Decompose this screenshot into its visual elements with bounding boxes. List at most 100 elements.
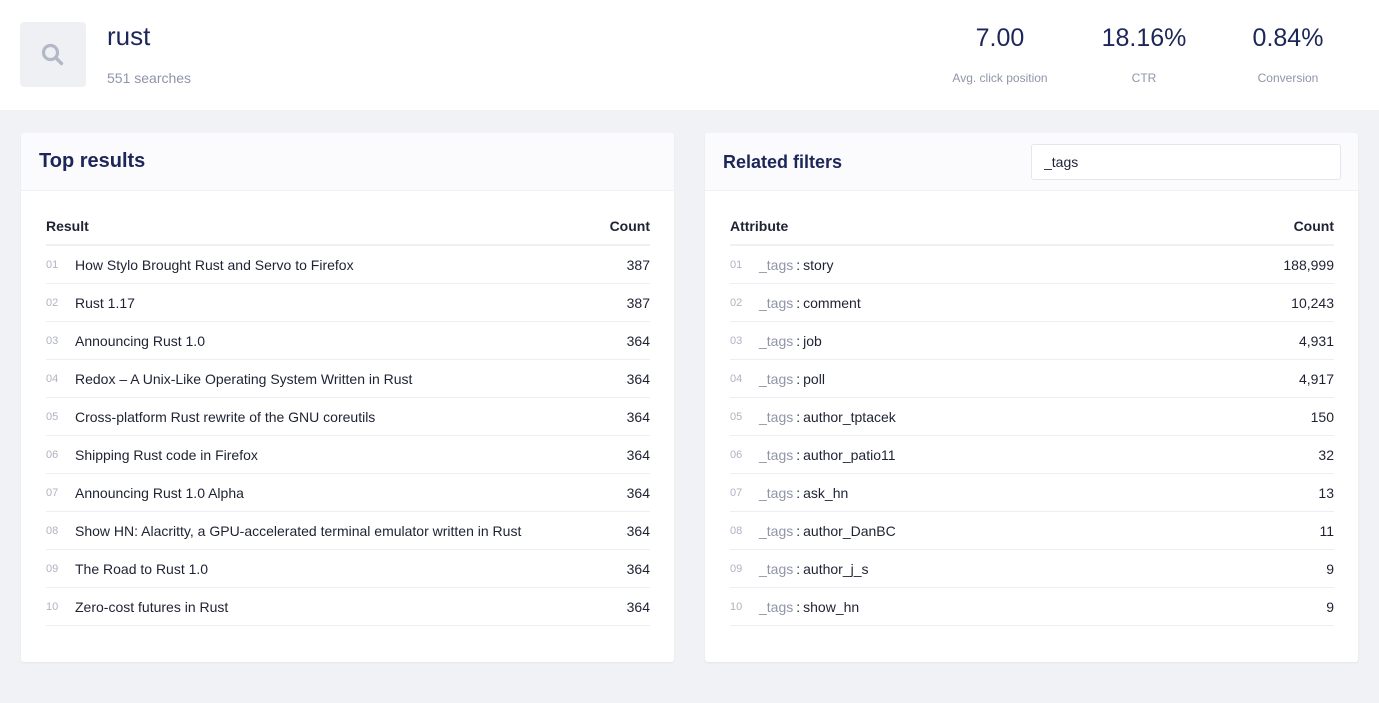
result-title[interactable]: Cross-platform Rust rewrite of the GNU c… <box>75 408 376 425</box>
column-header-count: Count <box>609 218 650 234</box>
table-row[interactable]: 07 Announcing Rust 1.0 Alpha 364 <box>46 474 650 512</box>
attribute-value[interactable]: story <box>803 256 834 273</box>
row-left: 07 _tags: ask_hn <box>730 485 848 501</box>
panel-title: Top results <box>39 150 146 172</box>
table-row[interactable]: 10 _tags: show_hn 9 <box>730 588 1334 626</box>
row-left: 06 Shipping Rust code in Firefox <box>46 447 258 463</box>
attribute-value[interactable]: poll <box>803 370 825 387</box>
table-row[interactable]: 05 _tags: author_tptacek 150 <box>730 398 1334 436</box>
result-title[interactable]: Zero-cost futures in Rust <box>75 598 229 615</box>
result-title[interactable]: Rust 1.17 <box>75 294 135 311</box>
result-title[interactable]: Announcing Rust 1.0 Alpha <box>75 484 244 501</box>
row-left: 04 _tags: poll <box>730 371 825 387</box>
metric-value: 7.00 <box>975 24 1025 52</box>
result-count: 364 <box>626 560 650 577</box>
row-left: 01 How Stylo Brought Rust and Servo to Fi… <box>46 257 354 273</box>
attribute-separator: : <box>796 256 801 273</box>
row-index: 07 <box>46 486 59 499</box>
row-index: 05 <box>46 410 59 423</box>
attribute-value[interactable]: author_tptacek <box>803 408 896 425</box>
table-row[interactable]: 03 _tags: job 4,931 <box>730 322 1334 360</box>
attribute-value[interactable]: ask_hn <box>803 484 849 501</box>
table-row[interactable]: 10 Zero-cost futures in Rust 364 <box>46 588 650 626</box>
attribute-name: _tags <box>759 408 794 425</box>
result-count: 387 <box>626 256 650 273</box>
result-count: 364 <box>626 522 650 539</box>
attribute-count: 150 <box>1310 408 1334 425</box>
row-left: 08 Show HN: Alacritty, a GPU-accelerated … <box>46 523 521 539</box>
result-title[interactable]: How Stylo Brought Rust and Servo to Fire… <box>75 256 354 273</box>
attribute-value[interactable]: job <box>803 332 822 349</box>
attribute-separator: : <box>796 598 801 615</box>
row-left: 09 _tags: author_j_s <box>730 561 869 577</box>
table-row[interactable]: 04 Redox – A Unix-Like Operating System W… <box>46 360 650 398</box>
table-row[interactable]: 05 Cross-platform Rust rewrite of the GNU… <box>46 398 650 436</box>
row-index: 08 <box>46 524 59 537</box>
attribute-count: 11 <box>1319 522 1334 539</box>
row-index: 04 <box>46 372 59 385</box>
attribute-count: 13 <box>1318 484 1334 501</box>
table-row[interactable]: 02 _tags: comment 10,243 <box>730 284 1334 322</box>
query-title: rust <box>107 21 151 51</box>
table-row[interactable]: 09 The Road to Rust 1.0 364 <box>46 550 650 588</box>
attribute-name: _tags <box>759 294 794 311</box>
attribute-separator: : <box>796 522 801 539</box>
result-count: 364 <box>626 598 650 615</box>
metric-ctr: 18.16% CTR <box>1094 22 1194 85</box>
attribute-count: 10,243 <box>1291 294 1334 311</box>
attribute-name: _tags <box>759 522 794 539</box>
metric-avg-click-position: 7.00 Avg. click position <box>940 22 1060 85</box>
table-row[interactable]: 07 _tags: ask_hn 13 <box>730 474 1334 512</box>
result-title[interactable]: The Road to Rust 1.0 <box>75 560 209 577</box>
table-row[interactable]: 08 Show HN: Alacritty, a GPU-accelerated … <box>46 512 650 550</box>
attribute-count: 9 <box>1326 598 1334 615</box>
attribute-count: 4,931 <box>1298 332 1334 349</box>
metric-value: 18.16% <box>1101 24 1187 52</box>
row-index: 10 <box>730 600 743 613</box>
column-header-count: Count <box>1293 218 1334 234</box>
table-row[interactable]: 06 Shipping Rust code in Firefox 364 <box>46 436 650 474</box>
result-title[interactable]: Announcing Rust 1.0 <box>75 332 205 349</box>
row-index: 03 <box>46 334 59 347</box>
metric-label: Conversion <box>1257 71 1319 85</box>
table-row[interactable]: 04 _tags: poll 4,917 <box>730 360 1334 398</box>
row-index: 10 <box>46 600 59 613</box>
attribute-value[interactable]: author_DanBC <box>803 522 896 539</box>
table-row[interactable]: 01 _tags: story 188,999 <box>730 246 1334 284</box>
top-results-table: Result Count 01 How Stylo Brought Rust an… <box>46 210 650 626</box>
row-index: 03 <box>730 334 743 347</box>
result-title[interactable]: Shipping Rust code in Firefox <box>75 446 258 463</box>
table-row[interactable]: 03 Announcing Rust 1.0 364 <box>46 322 650 360</box>
attribute-name: _tags <box>759 370 794 387</box>
attribute-name: _tags <box>759 598 794 615</box>
row-index: 09 <box>46 562 59 575</box>
table-header: Result Count <box>46 210 650 246</box>
result-title[interactable]: Show HN: Alacritty, a GPU-accelerated te… <box>75 522 522 539</box>
panel-header: Related filters <box>705 133 1358 191</box>
row-left: 04 Redox – A Unix-Like Operating System W… <box>46 371 412 387</box>
attribute-value[interactable]: comment <box>803 294 861 311</box>
panel-header: Top results <box>21 133 674 191</box>
result-title[interactable]: Redox – A Unix-Like Operating System Wri… <box>75 370 413 387</box>
table-row[interactable]: 06 _tags: author_patio11 32 <box>730 436 1334 474</box>
attribute-value[interactable]: show_hn <box>803 598 860 615</box>
attribute-filter-input[interactable] <box>1031 144 1341 180</box>
attribute-value[interactable]: author_j_s <box>803 560 869 577</box>
metric-label: Avg. click position <box>952 71 1048 85</box>
attribute-separator: : <box>796 332 801 349</box>
row-left: 05 Cross-platform Rust rewrite of the GNU… <box>46 409 375 425</box>
attribute-count: 32 <box>1318 446 1334 463</box>
table-row[interactable]: 08 _tags: author_DanBC 11 <box>730 512 1334 550</box>
table-row[interactable]: 02 Rust 1.17 387 <box>46 284 650 322</box>
attribute-name: _tags <box>759 560 794 577</box>
table-row[interactable]: 01 How Stylo Brought Rust and Servo to Fi… <box>46 246 650 284</box>
attribute-count: 188,999 <box>1283 256 1334 273</box>
row-index: 09 <box>730 562 743 575</box>
row-left: 07 Announcing Rust 1.0 Alpha <box>46 485 244 501</box>
row-left: 10 _tags: show_hn <box>730 599 859 615</box>
table-row[interactable]: 09 _tags: author_j_s 9 <box>730 550 1334 588</box>
attribute-value[interactable]: author_patio11 <box>803 446 896 463</box>
column-header-result: Result <box>46 218 89 234</box>
table-header: Attribute Count <box>730 210 1334 246</box>
row-left: 03 Announcing Rust 1.0 <box>46 333 205 349</box>
